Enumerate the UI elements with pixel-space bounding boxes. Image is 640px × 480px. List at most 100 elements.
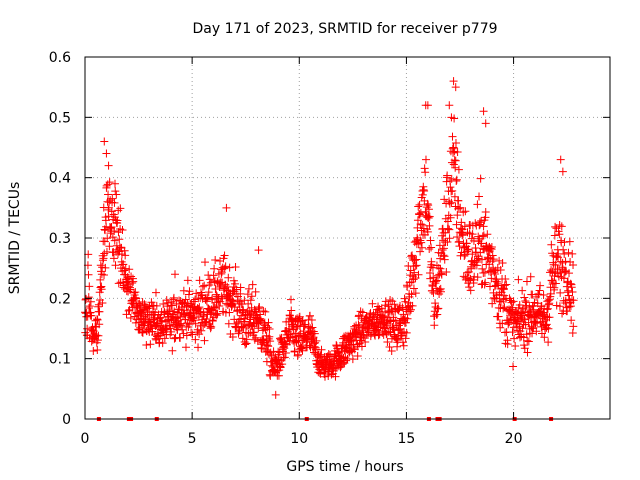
- data-point: [300, 322, 309, 331]
- data-point: [440, 195, 449, 204]
- data-point: [425, 245, 434, 254]
- data-point: [494, 279, 503, 288]
- data-point: [490, 268, 499, 277]
- data-point: [429, 288, 438, 297]
- data-point: [271, 390, 280, 399]
- data-point: [451, 83, 460, 92]
- x-tick-label: 0: [81, 431, 90, 447]
- data-point: [452, 177, 461, 186]
- data-point: [200, 281, 209, 290]
- data-point: [129, 277, 138, 286]
- data-point: [201, 258, 209, 267]
- data-point: [418, 190, 427, 199]
- data-point: [393, 336, 402, 345]
- data-point: [89, 346, 98, 355]
- data-point: [445, 234, 454, 243]
- data-point: [356, 307, 365, 316]
- data-point: [556, 288, 565, 297]
- data-point: [189, 297, 198, 306]
- data-point: [569, 296, 578, 305]
- data-point: [176, 333, 185, 342]
- y-tick-label: 0.3: [49, 231, 71, 247]
- data-point: [525, 303, 534, 312]
- data-point: [281, 348, 290, 357]
- data-point: [569, 261, 578, 270]
- data-point: [414, 202, 423, 211]
- data-point: [109, 254, 118, 263]
- data-point: [522, 277, 531, 286]
- data-point: [358, 308, 367, 317]
- data-point: [207, 322, 216, 331]
- data-point: [550, 231, 559, 240]
- data-point: [246, 310, 254, 319]
- data-point: [368, 299, 377, 308]
- data-point: [217, 269, 226, 278]
- data-point: [108, 233, 117, 242]
- data-point: [197, 290, 206, 299]
- data-point: [463, 228, 472, 237]
- data-point: [415, 200, 424, 209]
- data-point: [445, 225, 454, 234]
- axis-ticks: [84, 56, 610, 420]
- data-point: [536, 281, 545, 290]
- data-point: [399, 341, 408, 350]
- data-point: [565, 269, 574, 278]
- data-point: [453, 233, 462, 241]
- y-axis-label: SRMTID / TECUs: [7, 182, 23, 295]
- data-point: [509, 297, 518, 306]
- data-point: [468, 230, 477, 239]
- data-point: [194, 343, 203, 352]
- data-point: [528, 329, 537, 338]
- data-point: [401, 334, 410, 343]
- data-point: [229, 297, 238, 306]
- data-point: [324, 349, 333, 358]
- data-point: [278, 338, 287, 347]
- data-point: [327, 370, 336, 379]
- data-point: [104, 212, 113, 221]
- data-point: [93, 315, 102, 324]
- data-point: [126, 285, 135, 294]
- data-point: [111, 187, 120, 196]
- data-point: [437, 270, 446, 279]
- data-point: [228, 296, 237, 305]
- data-point: [408, 301, 417, 310]
- data-point: [191, 295, 200, 304]
- data-point: [212, 311, 221, 320]
- data-point: [84, 293, 93, 302]
- data-point: [237, 323, 246, 332]
- data-point: [290, 347, 299, 356]
- data-point: [475, 192, 484, 201]
- data-point: [526, 272, 535, 281]
- data-point: [443, 237, 452, 246]
- data-point: [208, 316, 217, 325]
- data-point: [100, 137, 109, 146]
- data-point: [542, 312, 551, 321]
- data-point: [529, 301, 538, 310]
- data-point: [211, 284, 220, 293]
- data-point: [415, 210, 424, 219]
- data-point: [85, 304, 94, 313]
- data-point: [449, 143, 458, 152]
- data-point: [200, 336, 209, 345]
- data-point: [466, 286, 475, 295]
- data-point: [209, 271, 218, 280]
- data-point: [170, 334, 179, 343]
- data-point: [211, 303, 220, 312]
- data-point: [382, 329, 391, 338]
- data-point: [341, 353, 350, 362]
- data-point: [243, 290, 252, 299]
- data-point: [267, 351, 276, 360]
- data-point: [453, 211, 462, 220]
- data-point: [251, 287, 260, 296]
- data-point: [144, 304, 153, 313]
- data-point: [181, 295, 190, 304]
- data-point: [205, 275, 214, 284]
- data-point: [389, 316, 398, 325]
- data-point: [221, 280, 230, 289]
- data-point: [459, 272, 468, 281]
- data-point: [191, 319, 200, 328]
- data-point: [392, 334, 401, 343]
- data-point: [568, 328, 577, 337]
- data-point: [203, 293, 212, 302]
- data-point: [316, 350, 325, 359]
